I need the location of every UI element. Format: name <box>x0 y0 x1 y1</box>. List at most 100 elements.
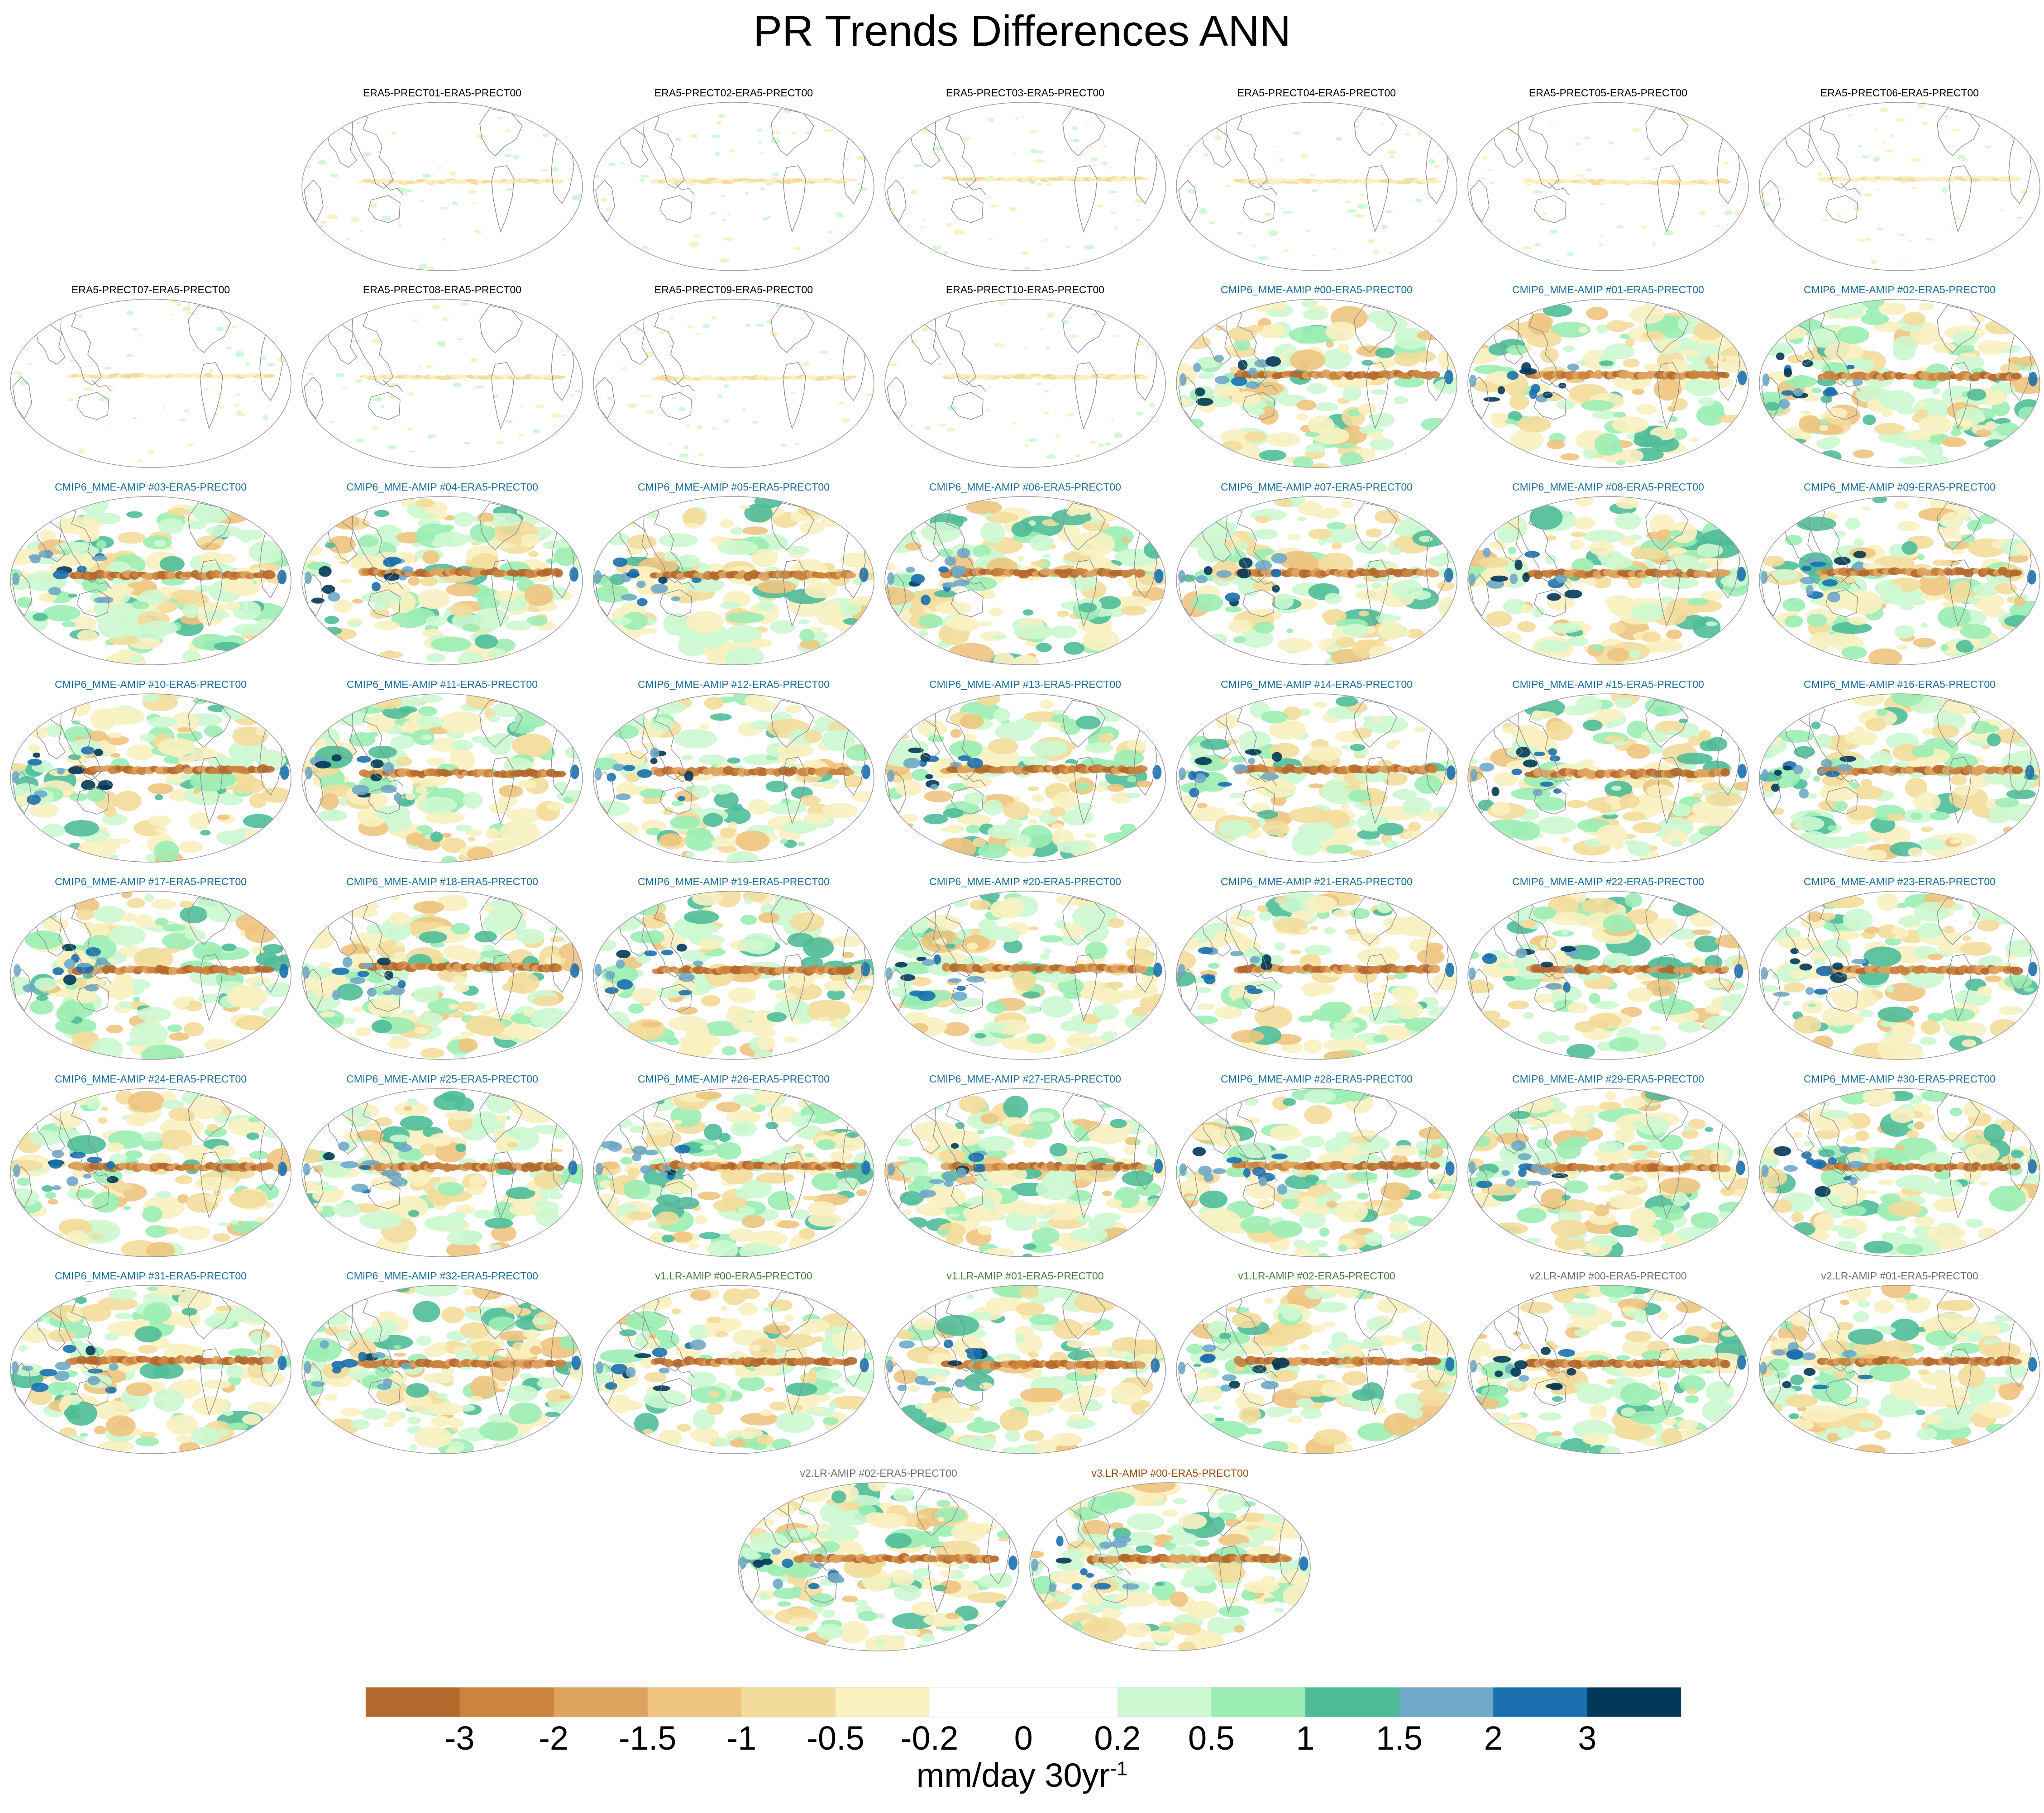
positive-trend-core <box>277 570 287 584</box>
trend-cell <box>426 653 445 663</box>
trend-cell <box>1792 816 1824 831</box>
trend-cell <box>1238 802 1247 806</box>
trend-cell <box>1298 821 1335 842</box>
trend-cell <box>1935 337 1944 342</box>
trend-cell <box>1090 157 1098 162</box>
trend-cell <box>1722 149 1727 152</box>
trend-cell <box>946 615 978 630</box>
coastline <box>823 499 841 519</box>
trend-cell <box>1545 535 1557 541</box>
trend-cell <box>1614 697 1633 709</box>
trend-cell <box>1374 510 1399 524</box>
trend-cell <box>663 807 673 816</box>
trend-cell <box>427 436 432 439</box>
trend-cell <box>766 320 772 324</box>
trend-cell <box>1040 328 1045 330</box>
positive-trend-core <box>1507 371 1519 380</box>
trend-cell <box>1092 785 1108 792</box>
trend-cell <box>1098 443 1104 447</box>
trend-cell <box>1371 582 1382 589</box>
trend-cell <box>224 601 240 611</box>
trend-cell <box>554 546 577 566</box>
map-panel: CMIP6_MME-AMIP #12-ERA5-PRECT00 <box>591 677 876 868</box>
trend-cell <box>595 585 630 603</box>
positive-trend-core <box>304 571 312 584</box>
trend-cell <box>1932 559 1951 566</box>
trend-cell <box>61 549 71 556</box>
robinson-map <box>10 299 291 468</box>
trend-cell <box>1860 778 1873 788</box>
trend-cell <box>1698 730 1711 741</box>
trend-cell <box>474 386 484 389</box>
trend-cell <box>2018 406 2039 420</box>
positive-trend-core <box>1271 553 1287 564</box>
coastline <box>1784 719 1815 759</box>
robinson-map <box>301 693 583 863</box>
trend-cell <box>1967 596 1981 604</box>
trend-cell <box>1813 776 1820 782</box>
trend-cell <box>765 780 788 792</box>
trend-cell <box>1013 654 1039 665</box>
map-outline <box>884 693 1166 863</box>
positive-trend-core <box>636 580 646 588</box>
trend-cell <box>1819 425 1829 431</box>
trend-cell <box>1114 227 1118 230</box>
trend-cell <box>2015 205 2020 208</box>
trend-cell <box>965 825 981 834</box>
itcz-band-cell <box>262 766 275 773</box>
trend-cell <box>1807 329 1841 348</box>
positive-trend-core <box>2028 372 2038 386</box>
trend-cell <box>1913 638 1936 648</box>
map-outline <box>301 693 583 863</box>
trend-cell <box>1785 534 1803 545</box>
trend-cell <box>1794 601 1803 606</box>
coastline <box>368 392 401 420</box>
trend-cell <box>1537 816 1577 835</box>
map-panel: ERA5-PRECT08-ERA5-PRECT00 <box>300 283 585 473</box>
trend-cell <box>1995 797 2020 808</box>
trend-cell <box>63 726 94 743</box>
trend-cell <box>138 459 143 463</box>
trend-cell <box>1084 832 1097 839</box>
trend-cell <box>542 134 549 137</box>
trend-cell <box>1710 353 1724 362</box>
trend-cell <box>1244 431 1267 443</box>
trend-cell <box>608 194 613 196</box>
trend-cell <box>1992 341 2012 351</box>
trend-cell <box>1045 347 1051 350</box>
coastline <box>1825 787 1858 815</box>
coastline <box>479 305 523 353</box>
panel-title: ERA5-PRECT03-ERA5-PRECT00 <box>946 87 1105 99</box>
trend-cell <box>413 319 419 322</box>
robinson-map <box>884 299 1166 468</box>
trend-cell <box>1615 460 1625 465</box>
trend-cell <box>1028 819 1038 825</box>
trend-cell <box>777 743 814 758</box>
trend-cell <box>1389 155 1395 158</box>
trend-cell <box>2014 596 2025 606</box>
trend-cell <box>745 191 749 195</box>
trend-cell <box>982 700 994 706</box>
trend-cell <box>1622 811 1645 821</box>
trend-cell <box>1696 404 1725 426</box>
coastline <box>951 195 984 223</box>
trend-cell <box>728 821 737 829</box>
trend-cell <box>1253 382 1284 396</box>
trend-cell <box>1669 416 1678 422</box>
trend-cell <box>1787 354 1805 363</box>
trend-cell <box>464 442 470 445</box>
precip-trend-field <box>887 105 1157 270</box>
positive-trend-core <box>27 759 42 766</box>
trend-cell <box>1355 540 1387 554</box>
trend-cell <box>1509 394 1529 410</box>
trend-cell <box>1586 307 1608 320</box>
coastline <box>1366 362 1389 430</box>
trend-cell <box>458 651 484 665</box>
trend-cell <box>2019 356 2037 367</box>
trend-cell <box>1178 795 1195 809</box>
trend-cell <box>1765 402 1780 411</box>
trend-cell <box>1560 453 1580 461</box>
positive-trend-core <box>1762 373 1770 386</box>
trend-cell <box>724 236 733 241</box>
trend-cell <box>570 167 573 170</box>
